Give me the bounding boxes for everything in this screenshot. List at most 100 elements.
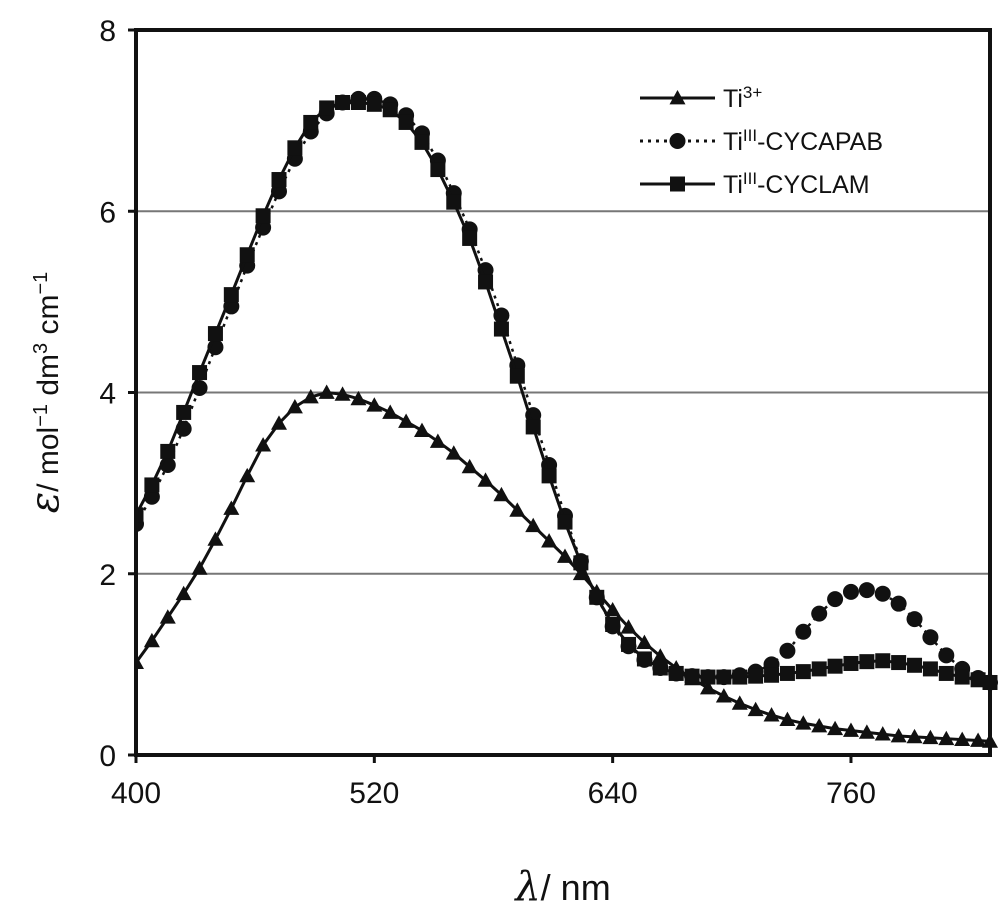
circle-marker: [811, 605, 828, 622]
square-marker: [684, 668, 700, 684]
triangle-marker: [811, 718, 828, 733]
y-tick-label: 4: [99, 378, 116, 411]
circle-marker: [779, 642, 796, 659]
square-marker: [764, 667, 780, 683]
triangle-marker: [731, 695, 748, 710]
triangle-marker: [398, 413, 415, 428]
triangle-marker: [842, 722, 859, 737]
legend-square-marker: [670, 176, 685, 192]
y-tick-label: 6: [99, 196, 116, 229]
triangle-marker: [541, 533, 558, 548]
legend-triangle-marker: [669, 90, 686, 105]
triangle-marker: [509, 502, 526, 517]
legend-label-base: Ti: [723, 171, 743, 199]
triangle-marker: [239, 467, 256, 483]
square-marker: [414, 134, 430, 150]
legend-label-sup: III: [743, 126, 757, 145]
square-marker: [573, 555, 589, 571]
square-marker: [446, 194, 462, 210]
triangle-marker: [270, 415, 287, 430]
square-marker: [271, 172, 287, 188]
circle-marker: [842, 583, 859, 600]
cyclam-series: [136, 95, 998, 690]
x-axis-title: λ/ nm: [513, 864, 610, 910]
triangle-marker: [525, 517, 542, 533]
triangle-marker: [159, 609, 176, 624]
triangle-marker: [175, 585, 192, 601]
series-layer: [136, 90, 998, 748]
triangle-marker: [429, 433, 446, 448]
triangle-marker: [191, 560, 208, 575]
legend-item: TiIII-CYCAPAB: [640, 126, 883, 157]
legend-label-suffix: -CYCLAM: [757, 171, 870, 199]
legend-label: TiIII-CYCAPAB: [723, 126, 883, 157]
square-marker: [366, 96, 382, 112]
legend-item: Ti3+: [640, 83, 762, 114]
square-marker: [589, 589, 605, 605]
triangle-marker: [795, 715, 812, 730]
x-tick-label: 640: [588, 777, 638, 810]
square-marker: [700, 669, 716, 685]
square-marker: [176, 404, 192, 420]
legend-item: TiIII-CYCLAM: [640, 169, 870, 199]
square-marker: [732, 669, 748, 685]
square-marker: [350, 95, 366, 110]
square-marker: [493, 321, 509, 337]
square-marker: [303, 114, 319, 130]
square-marker: [668, 665, 684, 681]
square-marker: [525, 419, 541, 435]
x-axis-unit: / nm: [541, 867, 611, 908]
y-axis-mid: dm: [32, 354, 65, 404]
y-axis-sup2: 3: [30, 343, 52, 354]
triangle-marker: [382, 404, 399, 419]
square-marker: [136, 507, 144, 523]
triangle-marker: [413, 422, 430, 437]
triangle-marker: [779, 711, 796, 727]
triangle-marker: [286, 399, 303, 414]
triangle-marker: [890, 727, 907, 743]
legend-label: Ti3+: [723, 83, 762, 114]
y-axis-sup3: −1: [30, 272, 52, 295]
circle-marker: [795, 623, 812, 640]
x-tick-label: 520: [349, 777, 399, 810]
square-marker: [907, 657, 923, 673]
gridlines: [136, 210, 990, 575]
square-marker: [636, 651, 652, 667]
triangle-marker: [445, 445, 462, 460]
triangle-marker: [874, 726, 891, 741]
square-marker: [891, 655, 907, 671]
square-marker: [192, 365, 208, 381]
square-marker: [779, 665, 795, 681]
triangle-marker: [207, 531, 224, 546]
square-marker: [239, 247, 255, 263]
square-marker: [557, 514, 573, 530]
x-tick-label: 760: [826, 777, 876, 810]
square-marker: [319, 100, 335, 116]
triangle-marker: [318, 384, 335, 399]
square-marker: [144, 477, 160, 493]
square-marker: [207, 326, 223, 342]
y-axis-symbol: ε: [22, 492, 68, 513]
triangle-marker: [827, 720, 844, 736]
legend-circle-marker: [669, 133, 686, 149]
square-marker: [398, 114, 414, 130]
square-marker: [827, 658, 843, 674]
square-marker: [938, 665, 954, 681]
circle-marker: [938, 647, 955, 664]
y-axis-unit: / mol: [32, 427, 65, 492]
square-marker: [223, 287, 239, 303]
square-marker: [843, 655, 859, 671]
triangle-marker: [906, 728, 923, 744]
square-marker: [382, 102, 398, 118]
triangle-marker: [747, 701, 764, 717]
square-marker: [954, 669, 970, 685]
square-marker: [875, 653, 891, 669]
y-axis-title: ε/ mol−1 dm3 cm−1: [22, 272, 68, 514]
square-marker: [462, 230, 478, 246]
square-marker: [716, 669, 732, 685]
square-marker: [811, 661, 827, 677]
circle-marker: [906, 611, 923, 628]
y-axis-sup1: −1: [30, 404, 52, 427]
